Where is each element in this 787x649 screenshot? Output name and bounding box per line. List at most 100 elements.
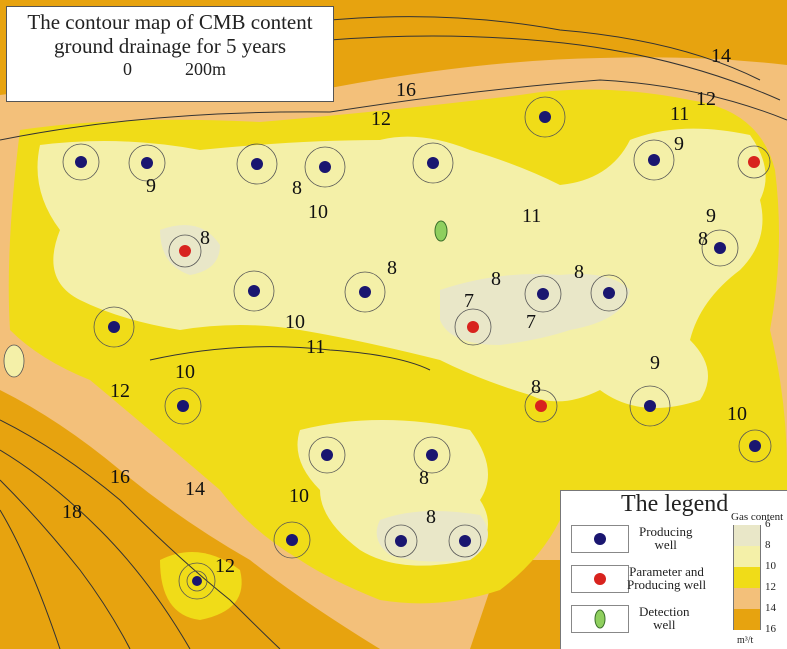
contour-line — [0, 79, 787, 141]
producing-well-icon — [108, 321, 120, 333]
contour-label: 16 — [396, 79, 416, 101]
contour-line — [149, 346, 431, 371]
color-band-14-16 — [733, 609, 761, 630]
contour-label: 11 — [522, 205, 541, 227]
contour-label: 9 — [706, 205, 716, 227]
contour-label: 12 — [371, 108, 391, 130]
parameter-well-icon — [535, 400, 547, 412]
producing-well-icon — [319, 161, 331, 173]
detection-well-icon — [594, 609, 606, 629]
contour-label: 18 — [62, 501, 82, 523]
map-title-box: The contour map of CMB content ground dr… — [6, 6, 334, 102]
band-8-10 — [37, 128, 766, 409]
contour-label: 10 — [289, 485, 309, 507]
legend-item-line: well — [653, 617, 676, 632]
contour-line — [0, 509, 61, 649]
contour-label: 8 — [387, 257, 397, 279]
contour-label: 8 — [426, 506, 436, 528]
contour-label: 7 — [464, 290, 474, 312]
producing-well-icon — [644, 400, 656, 412]
contour-label: 14 — [711, 45, 731, 67]
legend-detection-label: Detection well — [639, 605, 690, 631]
contour-label: 8 — [200, 227, 210, 249]
contour-line — [329, 35, 781, 101]
producing-well-icon — [395, 535, 407, 547]
contour-label: 11 — [670, 103, 689, 125]
color-scale-label: 12 — [765, 581, 776, 593]
parameter-well-icon — [748, 156, 760, 168]
contour-label: 12 — [110, 380, 130, 402]
contour-label: 10 — [727, 403, 747, 425]
edge-well-halo — [3, 344, 25, 378]
producing-well-icon — [192, 576, 202, 586]
map-title-line-1: The contour map of CMB content — [27, 10, 313, 34]
color-scale-label: 10 — [765, 560, 776, 572]
legend-item-line: Parameter and — [629, 564, 704, 579]
color-band-10-12 — [733, 567, 761, 588]
color-scale-label: 14 — [765, 602, 776, 614]
map-title-line-2: ground drainage for 5 years — [53, 34, 287, 58]
legend-item-line: Producing well — [627, 577, 707, 592]
parameter-well-icon — [594, 573, 606, 585]
legend-title: The legend — [621, 491, 729, 517]
color-band-12-14 — [733, 588, 761, 609]
contour-line — [0, 419, 281, 649]
contour-label: 8 — [292, 177, 302, 199]
contour-line — [329, 16, 761, 81]
color-scale-label: 6 — [765, 518, 771, 530]
producing-wells — [75, 111, 761, 586]
producing-well-icon — [539, 111, 551, 123]
contour-label: 7 — [526, 311, 536, 333]
contour-label: 8 — [491, 268, 501, 290]
band-10-12-hill — [160, 552, 242, 620]
contour-label: 10 — [285, 311, 305, 333]
producing-well-icon — [359, 286, 371, 298]
legend-gas-label: Gas content — [731, 511, 784, 523]
contour-label: 12 — [215, 555, 235, 577]
contour-label: 16 — [110, 466, 130, 488]
legend-parameter-label: Parameter and Producing well — [627, 565, 706, 591]
contour-label: 8 — [698, 228, 708, 250]
producing-well-icon — [251, 158, 263, 170]
contour-label: 14 — [185, 478, 205, 500]
parameter-well-icon — [467, 321, 479, 333]
contour-label: 9 — [674, 133, 684, 155]
legend-detection-symbol — [571, 605, 629, 633]
producing-well-icon — [426, 449, 438, 461]
contour-label: 10 — [308, 201, 328, 223]
producing-well-icon — [177, 400, 189, 412]
color-band-8-10 — [733, 546, 761, 567]
contour-label: 11 — [306, 336, 325, 358]
producing-well-icon — [459, 535, 471, 547]
contour-label: 9 — [146, 175, 156, 197]
parameter-wells — [179, 156, 760, 412]
producing-well-icon — [427, 157, 439, 169]
parameter-well-icon — [179, 245, 191, 257]
contour-label: 12 — [696, 88, 716, 110]
legend-item-line: Producing — [639, 524, 693, 539]
contour-line — [0, 479, 131, 649]
contour-lines — [0, 16, 787, 649]
legend-producing-label: Producing well — [639, 525, 692, 551]
contour-label: 8 — [531, 376, 541, 398]
band-6-8-east — [440, 274, 630, 345]
legend-parameter-symbol — [571, 565, 629, 593]
producing-well-icon — [286, 534, 298, 546]
producing-well-icon — [594, 533, 606, 545]
producing-well-icon — [321, 449, 333, 461]
legend: The legend Gas content Producing well Pa… — [560, 490, 787, 649]
producing-well-icon — [648, 154, 660, 166]
legend-item-line: well — [654, 537, 677, 552]
color-scale-label: 8 — [765, 539, 771, 551]
color-band-6-8 — [733, 525, 761, 546]
legend-item-line: Detection — [639, 604, 690, 619]
detection-well-icon — [434, 220, 448, 242]
contour-line — [0, 449, 191, 649]
producing-well-icon — [75, 156, 87, 168]
producing-well-icon — [141, 157, 153, 169]
legend-producing-symbol — [571, 525, 629, 553]
producing-well-icon — [603, 287, 615, 299]
producing-well-icon — [248, 285, 260, 297]
legend-unit: m³/t — [737, 635, 754, 646]
